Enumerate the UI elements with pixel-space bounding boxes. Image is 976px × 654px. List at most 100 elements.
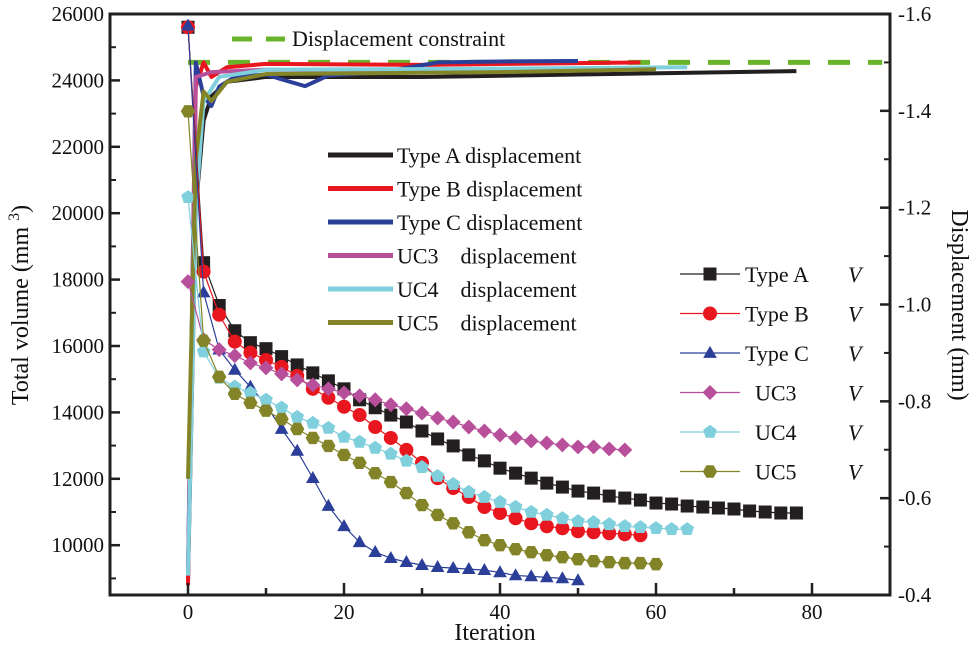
x-tick-label: 80 <box>802 600 823 624</box>
y-left-tick-label: 22000 <box>52 135 105 159</box>
data-point <box>336 448 352 462</box>
data-point <box>259 352 273 367</box>
data-point <box>586 439 602 455</box>
data-point <box>446 560 461 573</box>
legend-volume-marker <box>703 424 717 438</box>
data-point <box>227 348 243 364</box>
data-point <box>617 556 632 570</box>
data-point <box>664 522 679 536</box>
data-point <box>415 557 429 570</box>
data-point <box>290 409 305 423</box>
data-point <box>571 573 585 586</box>
data-point <box>305 415 320 429</box>
y-left-tick-label: 14000 <box>52 400 105 424</box>
data-point <box>774 506 788 520</box>
y-right-tick-label: -0.8 <box>898 389 931 413</box>
data-point <box>555 511 570 525</box>
data-point <box>430 468 445 482</box>
data-point <box>602 489 616 503</box>
data-point <box>414 498 430 512</box>
y-axis-right-label: Displacement (mm) <box>946 209 972 400</box>
data-point <box>242 355 258 371</box>
data-point <box>212 370 227 384</box>
data-point <box>586 525 601 540</box>
y-left-tick-label: 16000 <box>52 334 105 358</box>
data-point <box>290 443 305 456</box>
data-point <box>493 565 507 578</box>
data-point <box>508 511 523 526</box>
data-point <box>305 431 320 445</box>
data-point <box>227 362 242 375</box>
legend-displacement-label: UC3 displacement <box>397 244 577 269</box>
data-point <box>274 366 290 382</box>
legend-volume-label: UC4 <box>755 420 797 445</box>
legend-constraint-label: Displacement constraint <box>292 26 505 51</box>
data-point <box>586 554 601 568</box>
data-point <box>337 519 351 532</box>
axes: 0 20 40 60 80 10000 12000 14000 16000 18000 20000 2… <box>52 2 932 624</box>
data-point <box>306 366 320 380</box>
y-left-tick-label: 12000 <box>52 467 105 491</box>
data-point <box>384 408 398 422</box>
data-point <box>399 442 414 457</box>
data-point <box>680 522 695 536</box>
data-point <box>243 396 258 409</box>
legend-volume-label: Type C <box>745 341 809 366</box>
data-point <box>508 542 523 556</box>
data-point <box>274 412 289 426</box>
volume-series-3 <box>181 18 585 586</box>
data-point <box>228 324 242 338</box>
data-point <box>430 559 445 572</box>
data-point <box>618 491 632 505</box>
volume-line <box>187 25 579 581</box>
data-point <box>601 441 617 457</box>
data-point <box>555 571 570 584</box>
x-tick-label: 40 <box>490 600 511 624</box>
data-point <box>540 476 554 490</box>
data-point <box>492 427 508 443</box>
data-point <box>461 526 476 539</box>
data-point <box>290 358 304 372</box>
data-point <box>554 437 570 453</box>
legend-displacement-label: Type B displacement <box>397 177 582 202</box>
data-point <box>243 385 258 399</box>
data-point <box>196 264 211 279</box>
volume-series-6 <box>180 105 664 571</box>
data-point <box>446 517 461 530</box>
y-axis-left-label: Total volume (mm3) <box>6 205 34 405</box>
data-point <box>539 519 554 534</box>
data-point <box>321 374 335 388</box>
data-point <box>430 508 445 522</box>
y-right-tick-label: -1.2 <box>898 196 931 220</box>
data-point <box>399 415 413 429</box>
data-point <box>493 494 507 508</box>
data-point <box>524 545 539 559</box>
legend-volume-label: UC3 <box>755 381 797 406</box>
x-tick-label: 60 <box>646 600 667 624</box>
data-point <box>180 105 196 118</box>
data-point <box>743 504 757 518</box>
y-right-tick-label: -1.4 <box>898 99 932 123</box>
data-point <box>274 421 289 434</box>
data-point <box>649 496 663 510</box>
data-point <box>617 442 633 458</box>
data-point <box>321 498 336 511</box>
data-point <box>383 397 399 413</box>
data-point <box>539 435 555 451</box>
legend-volume-marker <box>702 465 718 478</box>
data-point <box>727 502 741 516</box>
data-point <box>508 430 524 446</box>
data-point <box>477 534 492 547</box>
legend-volume-marker <box>703 345 717 358</box>
data-point <box>180 274 196 290</box>
data-point <box>571 514 585 528</box>
data-point <box>211 342 227 358</box>
data-point <box>352 388 368 404</box>
data-point <box>461 561 476 574</box>
data-point <box>368 545 383 558</box>
data-point <box>524 516 539 531</box>
data-point <box>493 505 507 520</box>
legend-displacement-label: UC4 displacement <box>397 277 577 302</box>
data-point <box>383 446 398 460</box>
